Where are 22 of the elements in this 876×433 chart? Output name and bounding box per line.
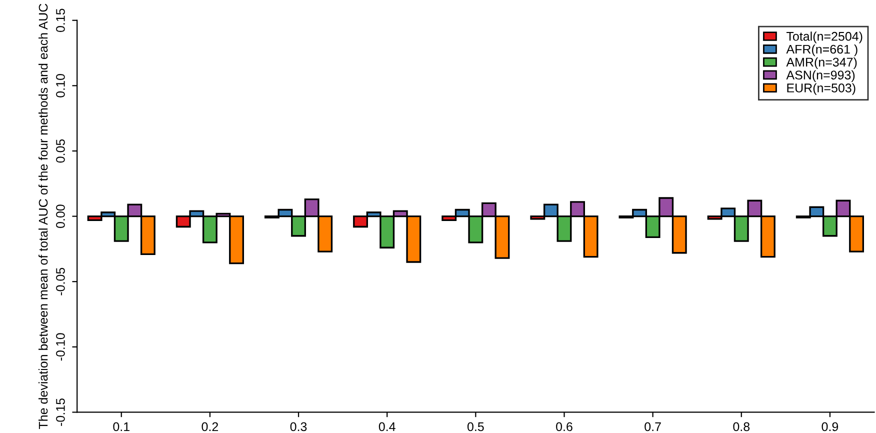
x-tick-label: 0.9 bbox=[822, 422, 838, 432]
x-tick-label: 0.1 bbox=[113, 422, 130, 432]
x-tick-label: 0.4 bbox=[378, 422, 396, 432]
x-tick-label: 0.3 bbox=[290, 422, 307, 432]
legend-label: AMR(n=347) bbox=[786, 57, 857, 70]
y-tick-label: -0.15 bbox=[56, 398, 65, 426]
x-tick-label: 0.7 bbox=[644, 422, 661, 432]
legend-label: Total(n=2504) bbox=[786, 32, 862, 44]
y-tick-label: 0.05 bbox=[56, 139, 65, 163]
x-tick-label: 0.8 bbox=[733, 422, 750, 432]
y-tick-label: 0.10 bbox=[56, 74, 65, 98]
y-tick-label: 0.15 bbox=[56, 8, 65, 32]
x-tick-label: 0.2 bbox=[202, 422, 218, 432]
legend-label: ASN(n=993) bbox=[786, 70, 855, 82]
y-tick-label: -0.05 bbox=[56, 268, 65, 296]
y-axis-title: The deviation between mean of total AUC of the four methods and each AUC bbox=[38, 4, 48, 429]
legend-label: AFR(n=661 ) bbox=[786, 44, 858, 56]
y-tick-label: -0.10 bbox=[56, 333, 65, 361]
x-tick-label: 0.6 bbox=[556, 422, 572, 432]
x-tick-label: 0.5 bbox=[467, 422, 484, 432]
legend-label: EUR(n=503) bbox=[787, 83, 856, 95]
y-tick-label: 0.00 bbox=[56, 204, 65, 228]
